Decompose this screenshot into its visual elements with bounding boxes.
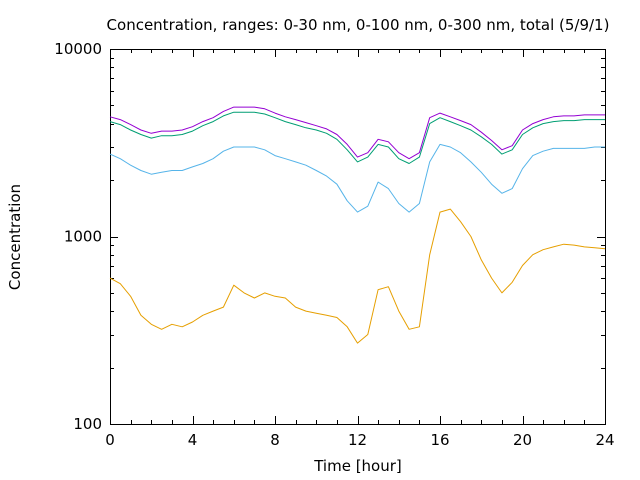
x-tick-label: 16 bbox=[430, 431, 449, 449]
x-tick-label: 0 bbox=[105, 431, 115, 449]
y-tick-label: 1000 bbox=[64, 228, 102, 246]
chart-title: Concentration, ranges: 0-30 nm, 0-100 nm… bbox=[107, 16, 610, 34]
series-line-2 bbox=[109, 143, 605, 213]
tick-labels: 0 4 8 12 16 20 24 100 1000 10000 bbox=[54, 40, 614, 449]
x-tick-label: 8 bbox=[270, 431, 280, 449]
x-tick-label: 20 bbox=[513, 431, 532, 449]
series-lines bbox=[109, 106, 606, 344]
series-line-4 bbox=[109, 106, 605, 160]
x-tick-label: 12 bbox=[348, 431, 367, 449]
y-tick-label: 100 bbox=[73, 415, 102, 433]
y-axis-label: Concentration bbox=[6, 184, 24, 290]
x-tick-label: 4 bbox=[188, 431, 198, 449]
x-tick-label: 24 bbox=[595, 431, 614, 449]
x-axis-label: Time [hour] bbox=[313, 457, 402, 475]
series-line-3 bbox=[109, 111, 605, 164]
axis-ticks bbox=[110, 49, 606, 425]
y-tick-label: 10000 bbox=[54, 40, 102, 58]
series-line-1 bbox=[109, 208, 606, 344]
